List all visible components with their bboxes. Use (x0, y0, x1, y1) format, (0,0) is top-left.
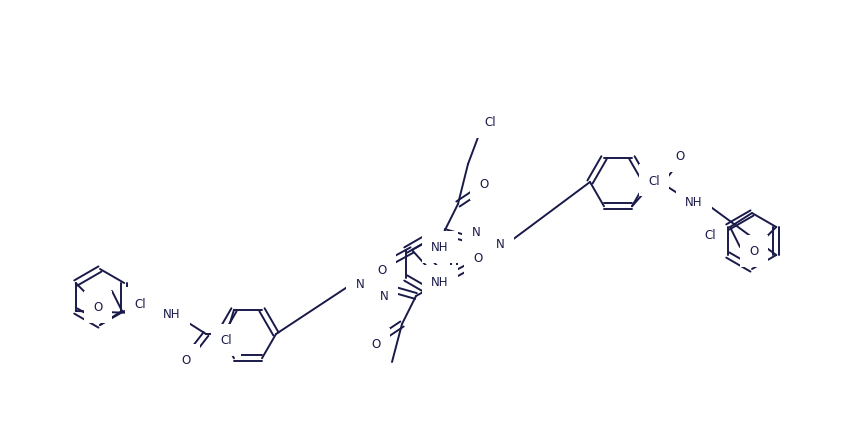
Text: O: O (377, 264, 387, 277)
Text: Cl: Cl (705, 229, 716, 242)
Text: N: N (496, 238, 504, 251)
Text: O: O (750, 245, 759, 258)
Text: Cl: Cl (484, 116, 496, 129)
Text: O: O (676, 150, 685, 163)
Text: N: N (380, 290, 389, 303)
Text: Cl: Cl (220, 333, 232, 346)
Text: N: N (472, 226, 481, 239)
Text: O: O (93, 301, 102, 314)
Text: NH: NH (685, 196, 703, 209)
Text: NH: NH (431, 275, 449, 288)
Text: O: O (474, 252, 482, 265)
Text: NH: NH (164, 308, 181, 321)
Text: Cl: Cl (134, 297, 146, 310)
Text: O: O (181, 354, 191, 367)
Text: N: N (355, 278, 365, 291)
Text: NH: NH (431, 241, 449, 254)
Text: O: O (371, 338, 381, 351)
Text: O: O (480, 178, 489, 191)
Text: Cl: Cl (648, 174, 659, 187)
